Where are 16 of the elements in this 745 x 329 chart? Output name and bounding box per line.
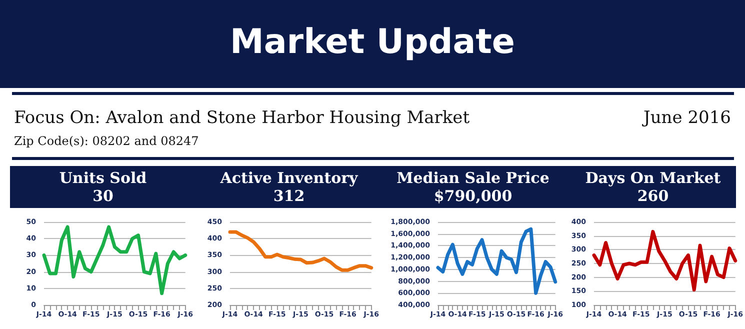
text: Zip Code(s): 08202 and 08247 — [14, 134, 199, 148]
line-series — [592, 230, 738, 292]
chart-title: Days On Market — [584, 169, 722, 187]
chart-title: Active Inventory — [219, 169, 360, 187]
text: Market Update — [229, 22, 516, 62]
chart-title: Units Sold — [58, 169, 148, 187]
chart-subtitle: 30 — [92, 187, 114, 205]
chart-subtitle: 260 — [636, 187, 670, 205]
chart-title: Median Sale Price — [396, 169, 550, 187]
chart-subtitle: 312 — [272, 187, 306, 205]
line-series — [42, 225, 188, 296]
chart-subtitle: $790,000 — [432, 187, 514, 205]
text: Focus On: Avalon and Stone Harbor Housing Market — [14, 108, 470, 128]
line-series — [436, 227, 558, 295]
text: June 2016 — [644, 108, 731, 128]
line-series — [228, 230, 374, 272]
